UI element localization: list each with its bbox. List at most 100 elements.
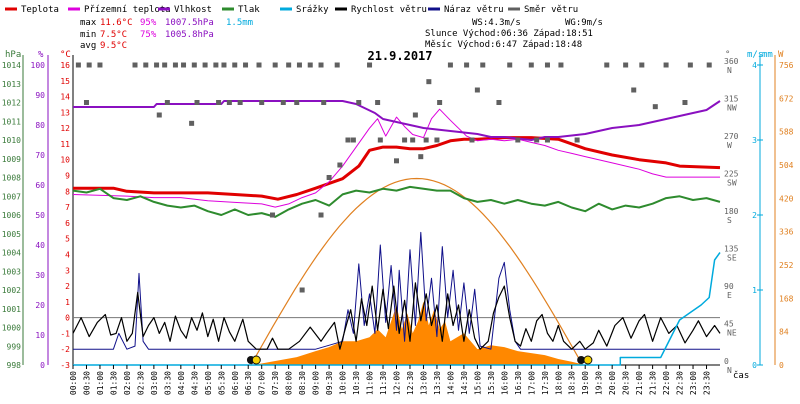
x-axis: 00:00 00:30 01:00 01:30 02:00 02:30 03:00 03:30… [69, 365, 712, 395]
wind-direction-point [326, 175, 332, 180]
x-tick-25: 12:30 [406, 371, 415, 395]
x-tick-41: 20:30 [622, 371, 631, 395]
stat-max-temp: 11.6°C [100, 18, 133, 28]
temp-tick-3: 13 [60, 108, 70, 117]
series-line-p-zemn-teplota [72, 108, 720, 208]
x-tick-36: 18:00 [554, 371, 563, 395]
wind-direction-point [426, 79, 432, 85]
legend: Teplota Přízemní teplota Vlhkost Tlak Srážky… [5, 5, 578, 15]
temp-tick-18: -2 [60, 345, 70, 354]
info-sun: Slunce Východ:06:36 Západ:18:51 [425, 29, 593, 39]
wind-direction-point [294, 100, 300, 105]
solar-theoretical-line [250, 177, 584, 366]
stat-max-hum: 95% [140, 18, 157, 28]
wind-direction-point [216, 100, 222, 105]
x-tick-29: 14:30 [460, 371, 469, 395]
info-ws: WS:4.3m/s [472, 18, 521, 28]
stat-max-rain: 1.5mm [226, 18, 253, 28]
wind-direction-point [631, 87, 637, 93]
x-tick-26: 13:00 [419, 371, 428, 395]
dir-tick-deg-6: 90 [724, 282, 734, 291]
x-tick-12: 06:00 [231, 371, 240, 395]
temp-tick-14: 2 [65, 282, 70, 291]
stat-min-press: 1005.8hPa [165, 30, 214, 40]
x-tick-8: 04:00 [177, 371, 186, 395]
dir-tick-deg-2: 270 [724, 132, 739, 141]
wind-direction-point [687, 62, 693, 68]
axis-title-dir: ° [725, 50, 730, 60]
wind-direction-point [410, 137, 416, 143]
stat-min-hum: 75% [140, 30, 157, 40]
wind-direction-point [213, 62, 219, 68]
series-line-n-raz-v-tru [73, 231, 720, 350]
wind-direction-point [652, 104, 658, 110]
hpa-tick-12: 1002 [2, 286, 21, 295]
dir-tick-deg-0: 360 [724, 57, 739, 66]
wind-direction-point [154, 62, 160, 68]
wind-direction-point [269, 212, 275, 218]
x-tick-27: 13:30 [433, 371, 442, 395]
x-tick-17: 08:30 [298, 371, 307, 395]
dir-tick-dir-7: NE [727, 329, 737, 338]
dir-tick-dir-1: NW [727, 104, 737, 113]
axis-title-pct: % [38, 50, 44, 60]
x-tick-45: 22:30 [676, 371, 685, 395]
dir-tick-deg-8: 0 [724, 357, 729, 366]
x-tick-7: 03:30 [163, 371, 172, 395]
hpa-tick-8: 1006 [2, 211, 21, 220]
dir-tick-dir-3: SW [727, 179, 737, 188]
hpa-tick-2: 1012 [2, 99, 21, 108]
hpa-tick-11: 1003 [2, 267, 21, 276]
temp-tick-15: 1 [65, 298, 70, 307]
wind-direction-point [663, 62, 669, 68]
wind-direction-point [402, 137, 408, 143]
wind-direction-point [75, 62, 81, 68]
wind-direction-point [181, 62, 187, 68]
axis-title-mm: mm [762, 50, 773, 60]
moonset-marker [583, 355, 593, 365]
series-line-teplota [73, 136, 721, 201]
x-tick-32: 16:00 [500, 371, 509, 395]
wind-direction-point [434, 137, 440, 143]
hpa-tick-5: 1009 [2, 155, 21, 164]
hpa-tick-16: 998 [7, 361, 22, 370]
ms-tick-0: 4 [752, 61, 757, 70]
wind-direction-point [194, 100, 200, 105]
pct-tick-9: 10 [35, 331, 45, 340]
x-tick-5: 02:30 [136, 371, 145, 395]
wm2-tick-1: 672 [779, 94, 794, 103]
wind-direction-point [172, 62, 178, 68]
dir-tick-dir-0: N [727, 66, 732, 75]
wind-direction-point [162, 62, 168, 68]
x-tick-10: 05:00 [204, 371, 213, 395]
wind-direction-point [321, 100, 327, 105]
wm2-tick-8: 84 [779, 328, 789, 337]
series-line-tlak [72, 185, 721, 218]
dir-tick-deg-7: 45 [724, 320, 734, 329]
series-line-sr-ky [73, 252, 721, 366]
dir-tick-dir-8: N [727, 366, 732, 375]
wind-direction-point [164, 100, 170, 105]
solar-radiation-area [253, 301, 586, 365]
temp-tick-2: 14 [60, 93, 70, 102]
wind-direction-point [375, 100, 381, 105]
hpa-tick-4: 1010 [2, 136, 21, 145]
wind-direction-point [132, 62, 138, 68]
legend-label-6: Náraz větru [444, 5, 504, 15]
wind-direction-point [604, 62, 610, 68]
x-tick-20: 10:00 [339, 371, 348, 395]
wind-direction-point [496, 100, 502, 105]
x-tick-46: 23:00 [689, 371, 698, 395]
info-block: WS:4.3m/s WG:9m/s Slunce Východ:06:36 Zá… [425, 18, 603, 50]
temp-tick-8: 8 [65, 187, 70, 196]
legend-label-2: Vlhkost [174, 5, 212, 15]
x-tick-14: 07:00 [258, 371, 267, 395]
pct-tick-1: 90 [35, 91, 45, 100]
wind-direction-point [345, 137, 351, 143]
wind-direction-point [418, 154, 424, 160]
temp-tick-1: 15 [60, 77, 70, 86]
hpa-tick-6: 1008 [2, 174, 21, 183]
wind-direction-point [394, 158, 399, 164]
axis-title-temp: °C [60, 50, 71, 60]
